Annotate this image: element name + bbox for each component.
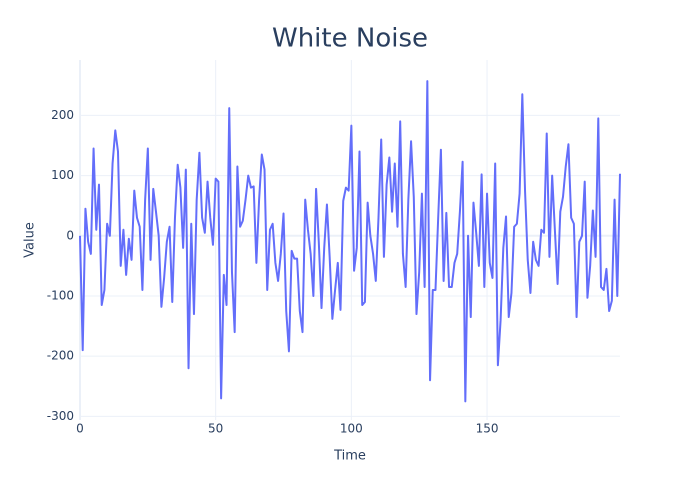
x-tick-label: 100 [340,422,363,436]
chart-title: White Noise [272,24,428,54]
y-tick-label: 200 [51,108,74,122]
y-tick-label: -100 [47,288,74,302]
x-axis-title: Time [333,449,366,464]
y-tick-label: -200 [47,349,74,363]
x-tick-label: 50 [208,422,223,436]
y-tick-label: 0 [66,228,74,242]
data-line [79,80,621,403]
y-tick-label: -300 [47,409,74,423]
y-axis-title: Value [23,222,38,258]
x-tick-label: 150 [476,422,499,436]
x-tick-label: 0 [76,422,84,436]
y-tick-label: 100 [51,168,74,182]
